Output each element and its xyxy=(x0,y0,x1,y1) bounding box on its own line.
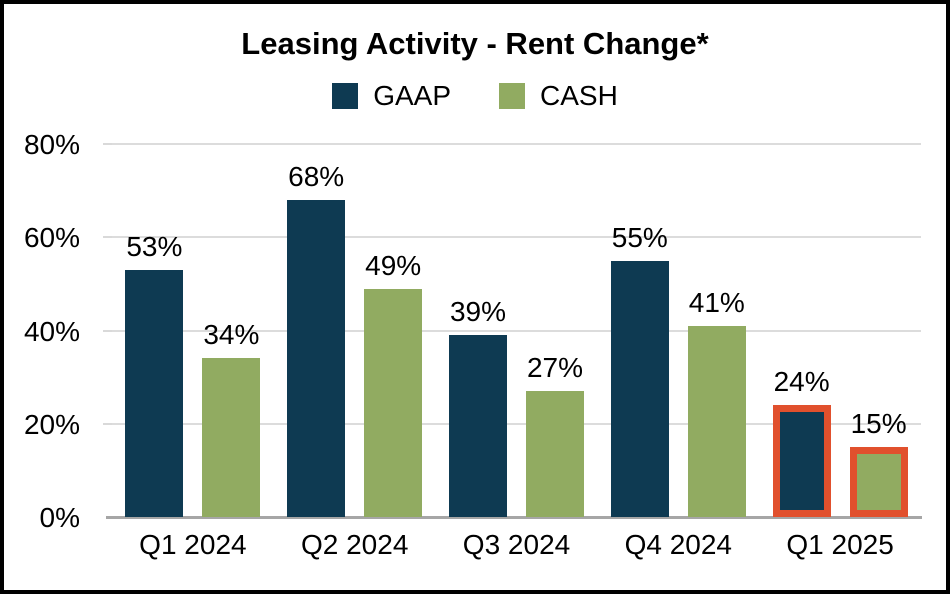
bar-group-q1-2025: 24% 15% xyxy=(772,366,908,517)
bar-unit-gaap-q1-2025: 24% xyxy=(772,366,831,517)
bar-gaap-q4-2024 xyxy=(610,260,669,517)
bar-value-label-gaap-q2-2024: 68% xyxy=(288,160,345,192)
bar-gaap-q1-2024 xyxy=(125,269,184,517)
x-axis-label-q1-2025: Q1 2025 xyxy=(786,529,894,560)
gridline-60 xyxy=(112,236,921,239)
y-tick-20 xyxy=(103,422,112,425)
bar-value-label-cash-q2-2024: 49% xyxy=(365,249,422,281)
cash-legend-label: CASH xyxy=(540,80,618,111)
bar-unit-cash-q4-2024: 41% xyxy=(687,286,746,517)
bar-gaap-q2-2024 xyxy=(287,199,346,517)
plot-area: 53% 34% 68% 49% 39% 27% 55% 41% 24% 15% xyxy=(103,143,922,519)
gaap-legend-swatch xyxy=(332,83,359,109)
y-axis-label-0: 0% xyxy=(39,502,80,533)
legend-item-gaap: GAAP xyxy=(332,80,451,112)
bar-value-label-cash-q1-2025: 15% xyxy=(850,408,907,440)
bar-group-q1-2024: 53% 34% xyxy=(125,230,261,517)
bar-unit-gaap-q1-2024: 53% xyxy=(125,230,184,517)
bar-value-label-gaap-q3-2024: 39% xyxy=(449,296,507,328)
gaap-legend-label: GAAP xyxy=(373,80,451,111)
x-axis-label-q2-2024: Q2 2024 xyxy=(300,529,409,560)
bar-cash-q2-2024 xyxy=(364,288,423,517)
bar-gaap-q1-2025 xyxy=(772,405,831,517)
x-axis-label-q1-2024: Q1 2024 xyxy=(139,529,247,560)
x-axis-label-q4-2024: Q4 2024 xyxy=(624,529,733,560)
y-tick-80 xyxy=(103,143,112,145)
bar-cash-q1-2025 xyxy=(849,447,908,517)
bar-unit-cash-q1-2025: 15% xyxy=(849,408,908,517)
bar-value-label-cash-q1-2024: 34% xyxy=(203,319,260,351)
bar-cash-q3-2024 xyxy=(526,391,584,517)
bar-value-label-gaap-q1-2025: 24% xyxy=(773,366,830,398)
y-axis-label-20: 20% xyxy=(23,408,80,440)
bar-value-label-cash-q4-2024: 41% xyxy=(688,286,745,318)
y-axis-label-80: 80% xyxy=(23,129,80,160)
bar-unit-cash-q3-2024: 27% xyxy=(526,354,584,517)
gridline-40 xyxy=(112,329,921,332)
gridline-80 xyxy=(112,143,921,145)
y-tick-40 xyxy=(103,329,112,332)
x-axis-line xyxy=(106,516,922,519)
y-axis-label-60: 60% xyxy=(23,222,80,254)
bar-unit-gaap-q2-2024: 68% xyxy=(287,160,346,517)
legend-item-cash: CASH xyxy=(499,80,618,112)
bar-value-label-gaap-q1-2024: 53% xyxy=(126,230,183,262)
bar-group-q4-2024: 55% 41% xyxy=(610,221,746,517)
y-axis-label-40: 40% xyxy=(23,315,80,347)
bar-unit-gaap-q3-2024: 39% xyxy=(449,298,507,517)
bar-group-q3-2024: 39% 27% xyxy=(449,298,584,517)
bar-group-q2-2024: 68% 49% xyxy=(287,160,423,517)
gridline-20 xyxy=(112,422,921,425)
bar-unit-gaap-q4-2024: 55% xyxy=(610,221,669,517)
y-tick-60 xyxy=(103,236,112,239)
bar-cash-q4-2024 xyxy=(687,325,746,517)
bar-cash-q1-2024 xyxy=(202,358,261,517)
bar-gaap-q3-2024 xyxy=(449,335,507,517)
cash-legend-swatch xyxy=(499,83,525,109)
bar-unit-cash-q2-2024: 49% xyxy=(364,249,423,517)
bar-value-label-gaap-q4-2024: 55% xyxy=(611,221,668,253)
legend: GAAP CASH xyxy=(4,80,946,112)
chart-title: Leasing Activity - Rent Change* xyxy=(241,26,709,61)
bar-value-label-cash-q3-2024: 27% xyxy=(526,352,584,384)
x-axis-label-q3-2024: Q3 2024 xyxy=(462,529,571,560)
bar-unit-cash-q1-2024: 34% xyxy=(202,319,261,517)
